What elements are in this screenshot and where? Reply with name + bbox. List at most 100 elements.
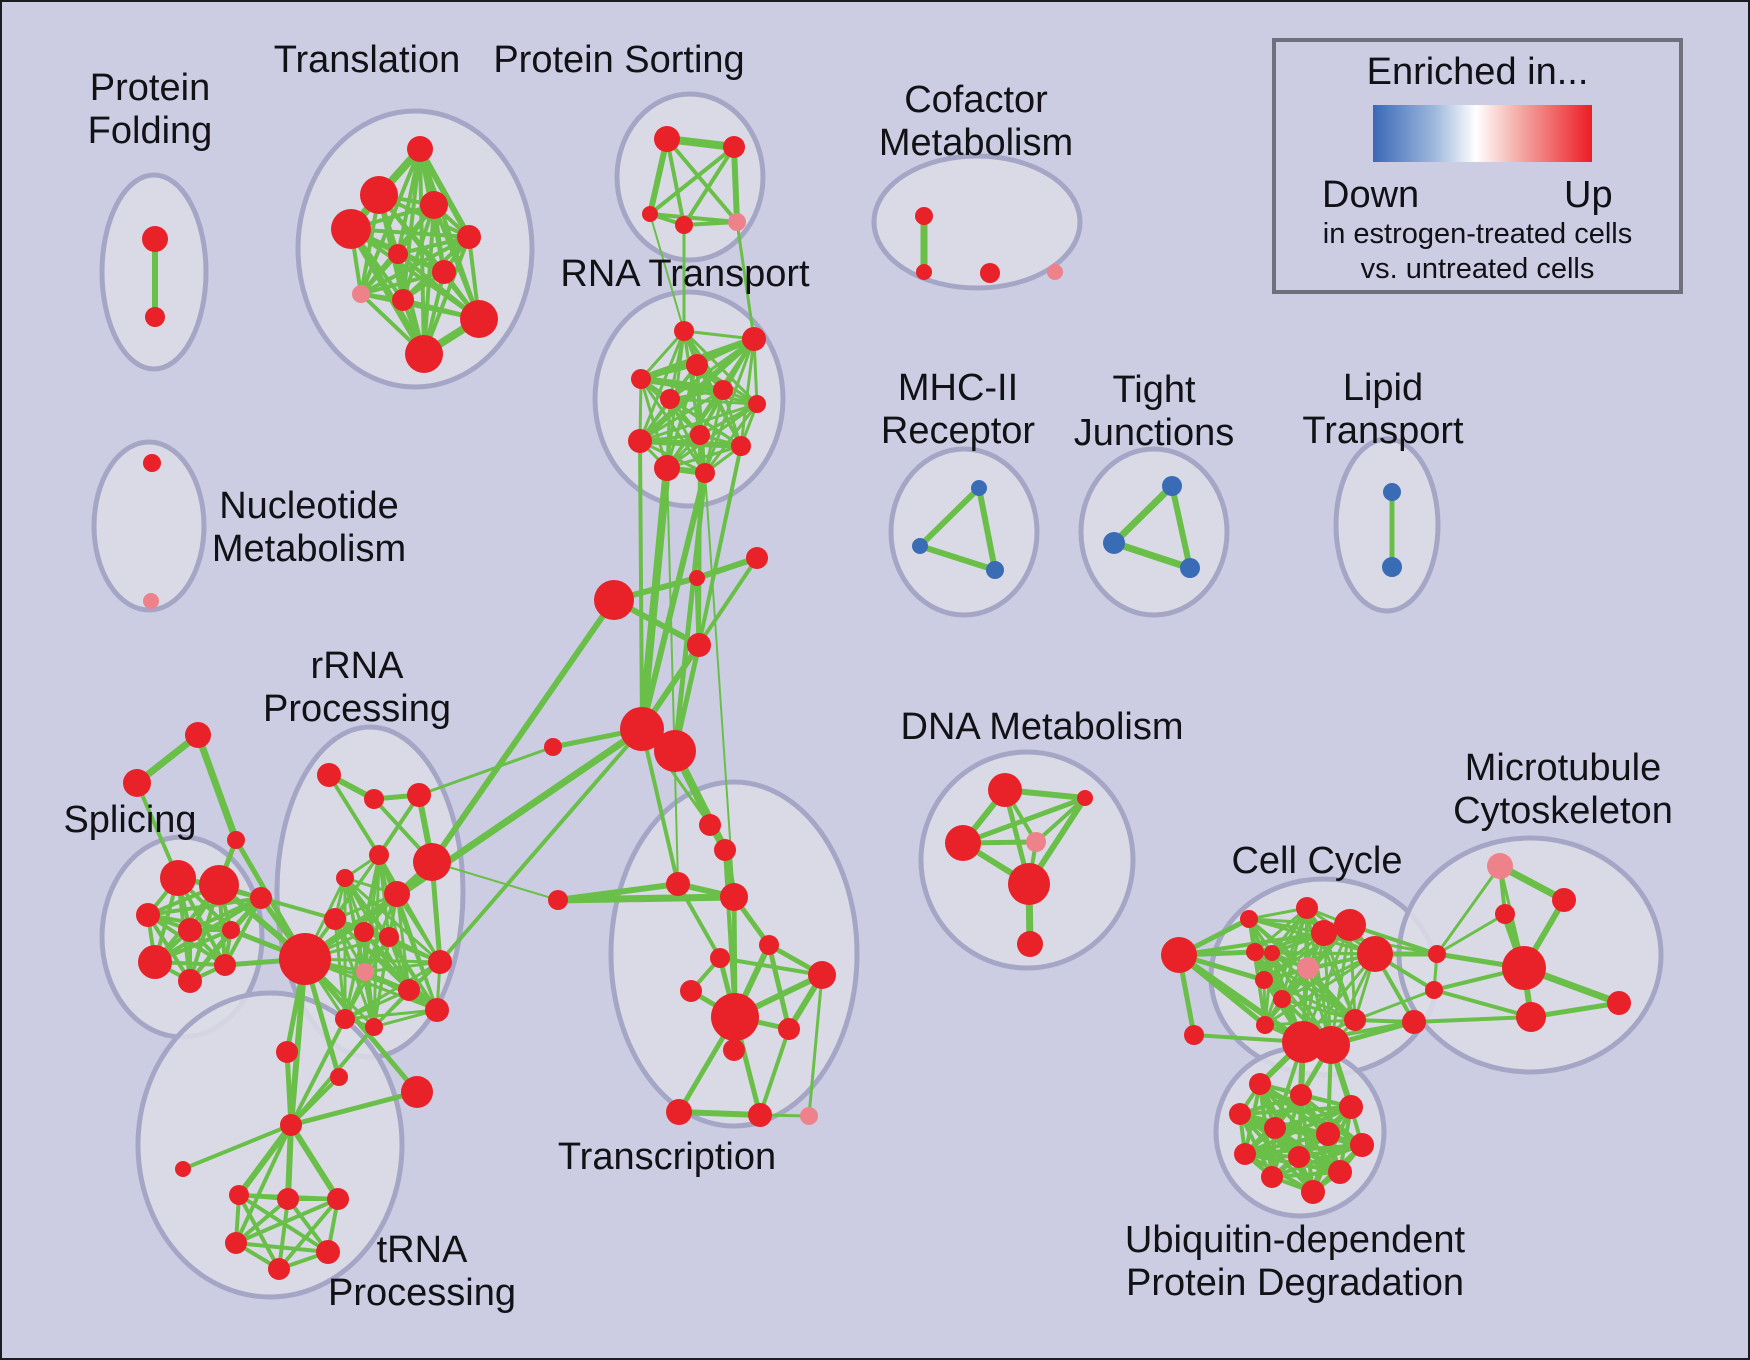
node-Tr14 xyxy=(800,1107,818,1125)
node-R9 xyxy=(628,429,652,453)
edge xyxy=(1110,539,1194,572)
node-PS1 xyxy=(654,126,680,152)
edge xyxy=(395,892,442,964)
node-Mt4 xyxy=(1502,946,1546,990)
node-M1 xyxy=(971,480,987,496)
cluster-label-translation: Translation xyxy=(274,39,461,81)
edge xyxy=(387,935,439,1012)
cluster-label-rrna-processing: rRNA xyxy=(311,645,405,687)
node-T11 xyxy=(405,335,443,373)
legend-down-label: Down xyxy=(1322,174,1420,216)
cluster-label-mhc-ii-receptor: MHC-II xyxy=(898,367,1018,409)
edge xyxy=(639,377,707,475)
node-PS3 xyxy=(642,206,658,222)
node-U8 xyxy=(1234,1143,1256,1165)
node-M2 xyxy=(912,538,928,554)
edge xyxy=(739,337,756,448)
edge xyxy=(917,485,982,549)
cluster-label-transcription: Transcription xyxy=(558,1136,776,1178)
node-T3 xyxy=(420,191,448,219)
node-C4 xyxy=(1047,264,1063,280)
edge xyxy=(359,270,446,296)
node-U1 xyxy=(1249,1073,1271,1095)
edge xyxy=(343,960,442,1021)
node-K15 xyxy=(1312,1026,1350,1064)
node-K8 xyxy=(1246,943,1264,961)
node-Tr4 xyxy=(720,883,748,911)
node-S5 xyxy=(222,921,240,939)
cluster-label-rna-transport: RNA Transport xyxy=(560,253,810,295)
edge xyxy=(347,225,428,358)
node-U3 xyxy=(1339,1095,1363,1119)
node-Tn4 xyxy=(327,1188,349,1210)
node-R3 xyxy=(686,354,708,376)
node-D4 xyxy=(1026,832,1046,852)
node-Rr8 xyxy=(324,908,346,930)
node-T1 xyxy=(407,136,433,162)
node-C2 xyxy=(916,264,932,280)
node-D1 xyxy=(988,773,1022,807)
node-Rr11 xyxy=(428,950,452,974)
cluster-label-tight-junctions: Tight xyxy=(1112,369,1196,411)
node-U2 xyxy=(1290,1084,1312,1106)
edge xyxy=(1176,952,1306,1045)
node-Th xyxy=(280,1114,302,1136)
node-Tr10 xyxy=(778,1018,800,1040)
node-A2 xyxy=(123,769,151,797)
legend-caption-line2: vs. untreated cells xyxy=(1360,253,1595,285)
node-U10 xyxy=(1328,1160,1352,1184)
edge xyxy=(236,1122,294,1198)
edge xyxy=(259,896,337,921)
edge xyxy=(417,146,472,240)
node-R6 xyxy=(660,389,680,409)
edge xyxy=(1435,864,1502,956)
node-S1 xyxy=(160,860,196,896)
node-Rr18 xyxy=(330,1068,348,1086)
edge xyxy=(363,970,376,1029)
node-U12 xyxy=(1301,1180,1325,1204)
edge xyxy=(1353,988,1436,1022)
node-Rr14 xyxy=(425,998,449,1022)
edge xyxy=(333,917,439,1012)
node-D5 xyxy=(1008,863,1050,905)
edge xyxy=(1243,1132,1330,1156)
edge xyxy=(234,1197,340,1245)
node-Mt1 xyxy=(1487,853,1513,879)
edge xyxy=(917,543,998,573)
node-U11 xyxy=(1261,1166,1283,1188)
node-X7 xyxy=(544,738,562,756)
node-Tr2 xyxy=(714,839,736,861)
edge xyxy=(1329,923,1352,1047)
legend-up-label: Up xyxy=(1564,174,1613,216)
node-R2 xyxy=(742,327,766,351)
node-T4 xyxy=(331,209,371,249)
edge xyxy=(234,1241,330,1254)
node-K5 xyxy=(1311,920,1337,946)
node-K18 xyxy=(1428,945,1446,963)
node-Rr16 xyxy=(365,1018,383,1036)
node-U9 xyxy=(1288,1146,1310,1168)
edge xyxy=(735,220,756,341)
node-Mt6 xyxy=(1607,991,1631,1015)
node-Rr17 xyxy=(276,1041,298,1063)
node-K3 xyxy=(1240,910,1258,928)
node-T10 xyxy=(460,300,498,338)
edge xyxy=(637,438,744,449)
cluster-label-splicing: Splicing xyxy=(63,799,196,841)
edge xyxy=(301,725,646,963)
edge xyxy=(639,470,708,732)
edge xyxy=(665,137,739,224)
cluster-label-lipid-transport: Transport xyxy=(1302,410,1464,452)
node-R8 xyxy=(690,425,710,445)
node-Rr4 xyxy=(369,845,389,865)
edge xyxy=(284,1049,294,1128)
edge xyxy=(396,235,471,256)
node-X1 xyxy=(594,580,634,620)
node-S8 xyxy=(178,969,202,993)
edge xyxy=(327,773,381,857)
node-Rr2 xyxy=(364,789,384,809)
edge xyxy=(429,597,617,865)
node-K7 xyxy=(1357,936,1393,972)
